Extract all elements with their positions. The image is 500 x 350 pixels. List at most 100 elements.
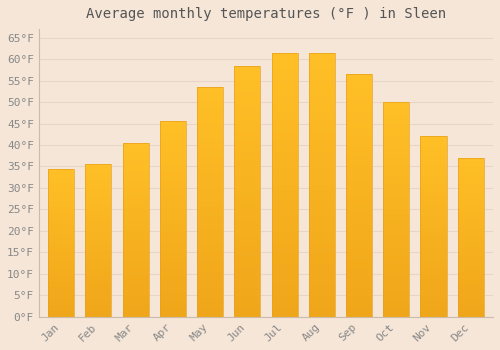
- Bar: [197, 188, 223, 193]
- Bar: [234, 146, 260, 151]
- Bar: [308, 238, 335, 243]
- Bar: [458, 260, 483, 263]
- Bar: [160, 262, 186, 266]
- Bar: [197, 312, 223, 317]
- Bar: [346, 166, 372, 171]
- Bar: [458, 234, 483, 237]
- Bar: [234, 241, 260, 246]
- Bar: [272, 248, 297, 253]
- Bar: [458, 275, 483, 279]
- Bar: [234, 131, 260, 136]
- Bar: [86, 234, 112, 238]
- Bar: [458, 279, 483, 282]
- Bar: [420, 194, 446, 198]
- Bar: [86, 289, 112, 292]
- Bar: [420, 144, 446, 147]
- Bar: [160, 168, 186, 172]
- Bar: [160, 176, 186, 180]
- Bar: [160, 121, 186, 125]
- Bar: [458, 269, 483, 272]
- Bar: [458, 193, 483, 196]
- Bar: [48, 252, 74, 254]
- Bar: [122, 289, 148, 293]
- Bar: [197, 161, 223, 165]
- Bar: [458, 231, 483, 234]
- Bar: [197, 266, 223, 271]
- Bar: [308, 280, 335, 285]
- Bar: [272, 79, 297, 84]
- Bar: [160, 149, 186, 153]
- Bar: [86, 222, 112, 225]
- Bar: [197, 151, 223, 156]
- Bar: [234, 121, 260, 126]
- Bar: [122, 205, 148, 209]
- Bar: [308, 58, 335, 63]
- Bar: [160, 184, 186, 188]
- Bar: [160, 293, 186, 297]
- Bar: [308, 69, 335, 74]
- Bar: [48, 270, 74, 272]
- Bar: [197, 124, 223, 128]
- Bar: [48, 228, 74, 231]
- Bar: [272, 216, 297, 222]
- Bar: [383, 201, 409, 205]
- Bar: [458, 161, 483, 164]
- Bar: [420, 248, 446, 252]
- Bar: [86, 183, 112, 186]
- Bar: [420, 151, 446, 154]
- Bar: [197, 174, 223, 179]
- Bar: [48, 222, 74, 225]
- Bar: [160, 215, 186, 219]
- Bar: [420, 158, 446, 162]
- Bar: [48, 299, 74, 302]
- Bar: [234, 221, 260, 226]
- Bar: [383, 102, 409, 317]
- Bar: [48, 195, 74, 198]
- Bar: [160, 172, 186, 176]
- Bar: [160, 301, 186, 305]
- Bar: [420, 190, 446, 194]
- Bar: [48, 302, 74, 305]
- Bar: [346, 293, 372, 297]
- Bar: [458, 174, 483, 177]
- Bar: [346, 302, 372, 307]
- Bar: [420, 277, 446, 281]
- Bar: [86, 231, 112, 235]
- Bar: [308, 84, 335, 90]
- Bar: [272, 163, 297, 169]
- Bar: [122, 167, 148, 171]
- Bar: [346, 113, 372, 118]
- Bar: [48, 254, 74, 258]
- Bar: [383, 197, 409, 201]
- Bar: [346, 108, 372, 113]
- Bar: [346, 142, 372, 147]
- Bar: [122, 184, 148, 188]
- Bar: [272, 111, 297, 116]
- Bar: [86, 262, 112, 265]
- Bar: [383, 136, 409, 141]
- Bar: [458, 288, 483, 292]
- Bar: [458, 218, 483, 222]
- Bar: [346, 234, 372, 239]
- Bar: [234, 166, 260, 171]
- Bar: [48, 290, 74, 293]
- Bar: [346, 210, 372, 215]
- Bar: [197, 142, 223, 147]
- Bar: [458, 177, 483, 180]
- Bar: [383, 274, 409, 278]
- Bar: [48, 258, 74, 260]
- Bar: [346, 200, 372, 205]
- Bar: [122, 212, 148, 216]
- Bar: [234, 292, 260, 297]
- Bar: [234, 211, 260, 216]
- Bar: [383, 244, 409, 248]
- Bar: [458, 158, 483, 317]
- Bar: [234, 65, 260, 317]
- Bar: [86, 302, 112, 304]
- Bar: [48, 305, 74, 308]
- Bar: [86, 280, 112, 283]
- Bar: [383, 128, 409, 132]
- Bar: [122, 178, 148, 181]
- Bar: [308, 227, 335, 232]
- Bar: [383, 158, 409, 162]
